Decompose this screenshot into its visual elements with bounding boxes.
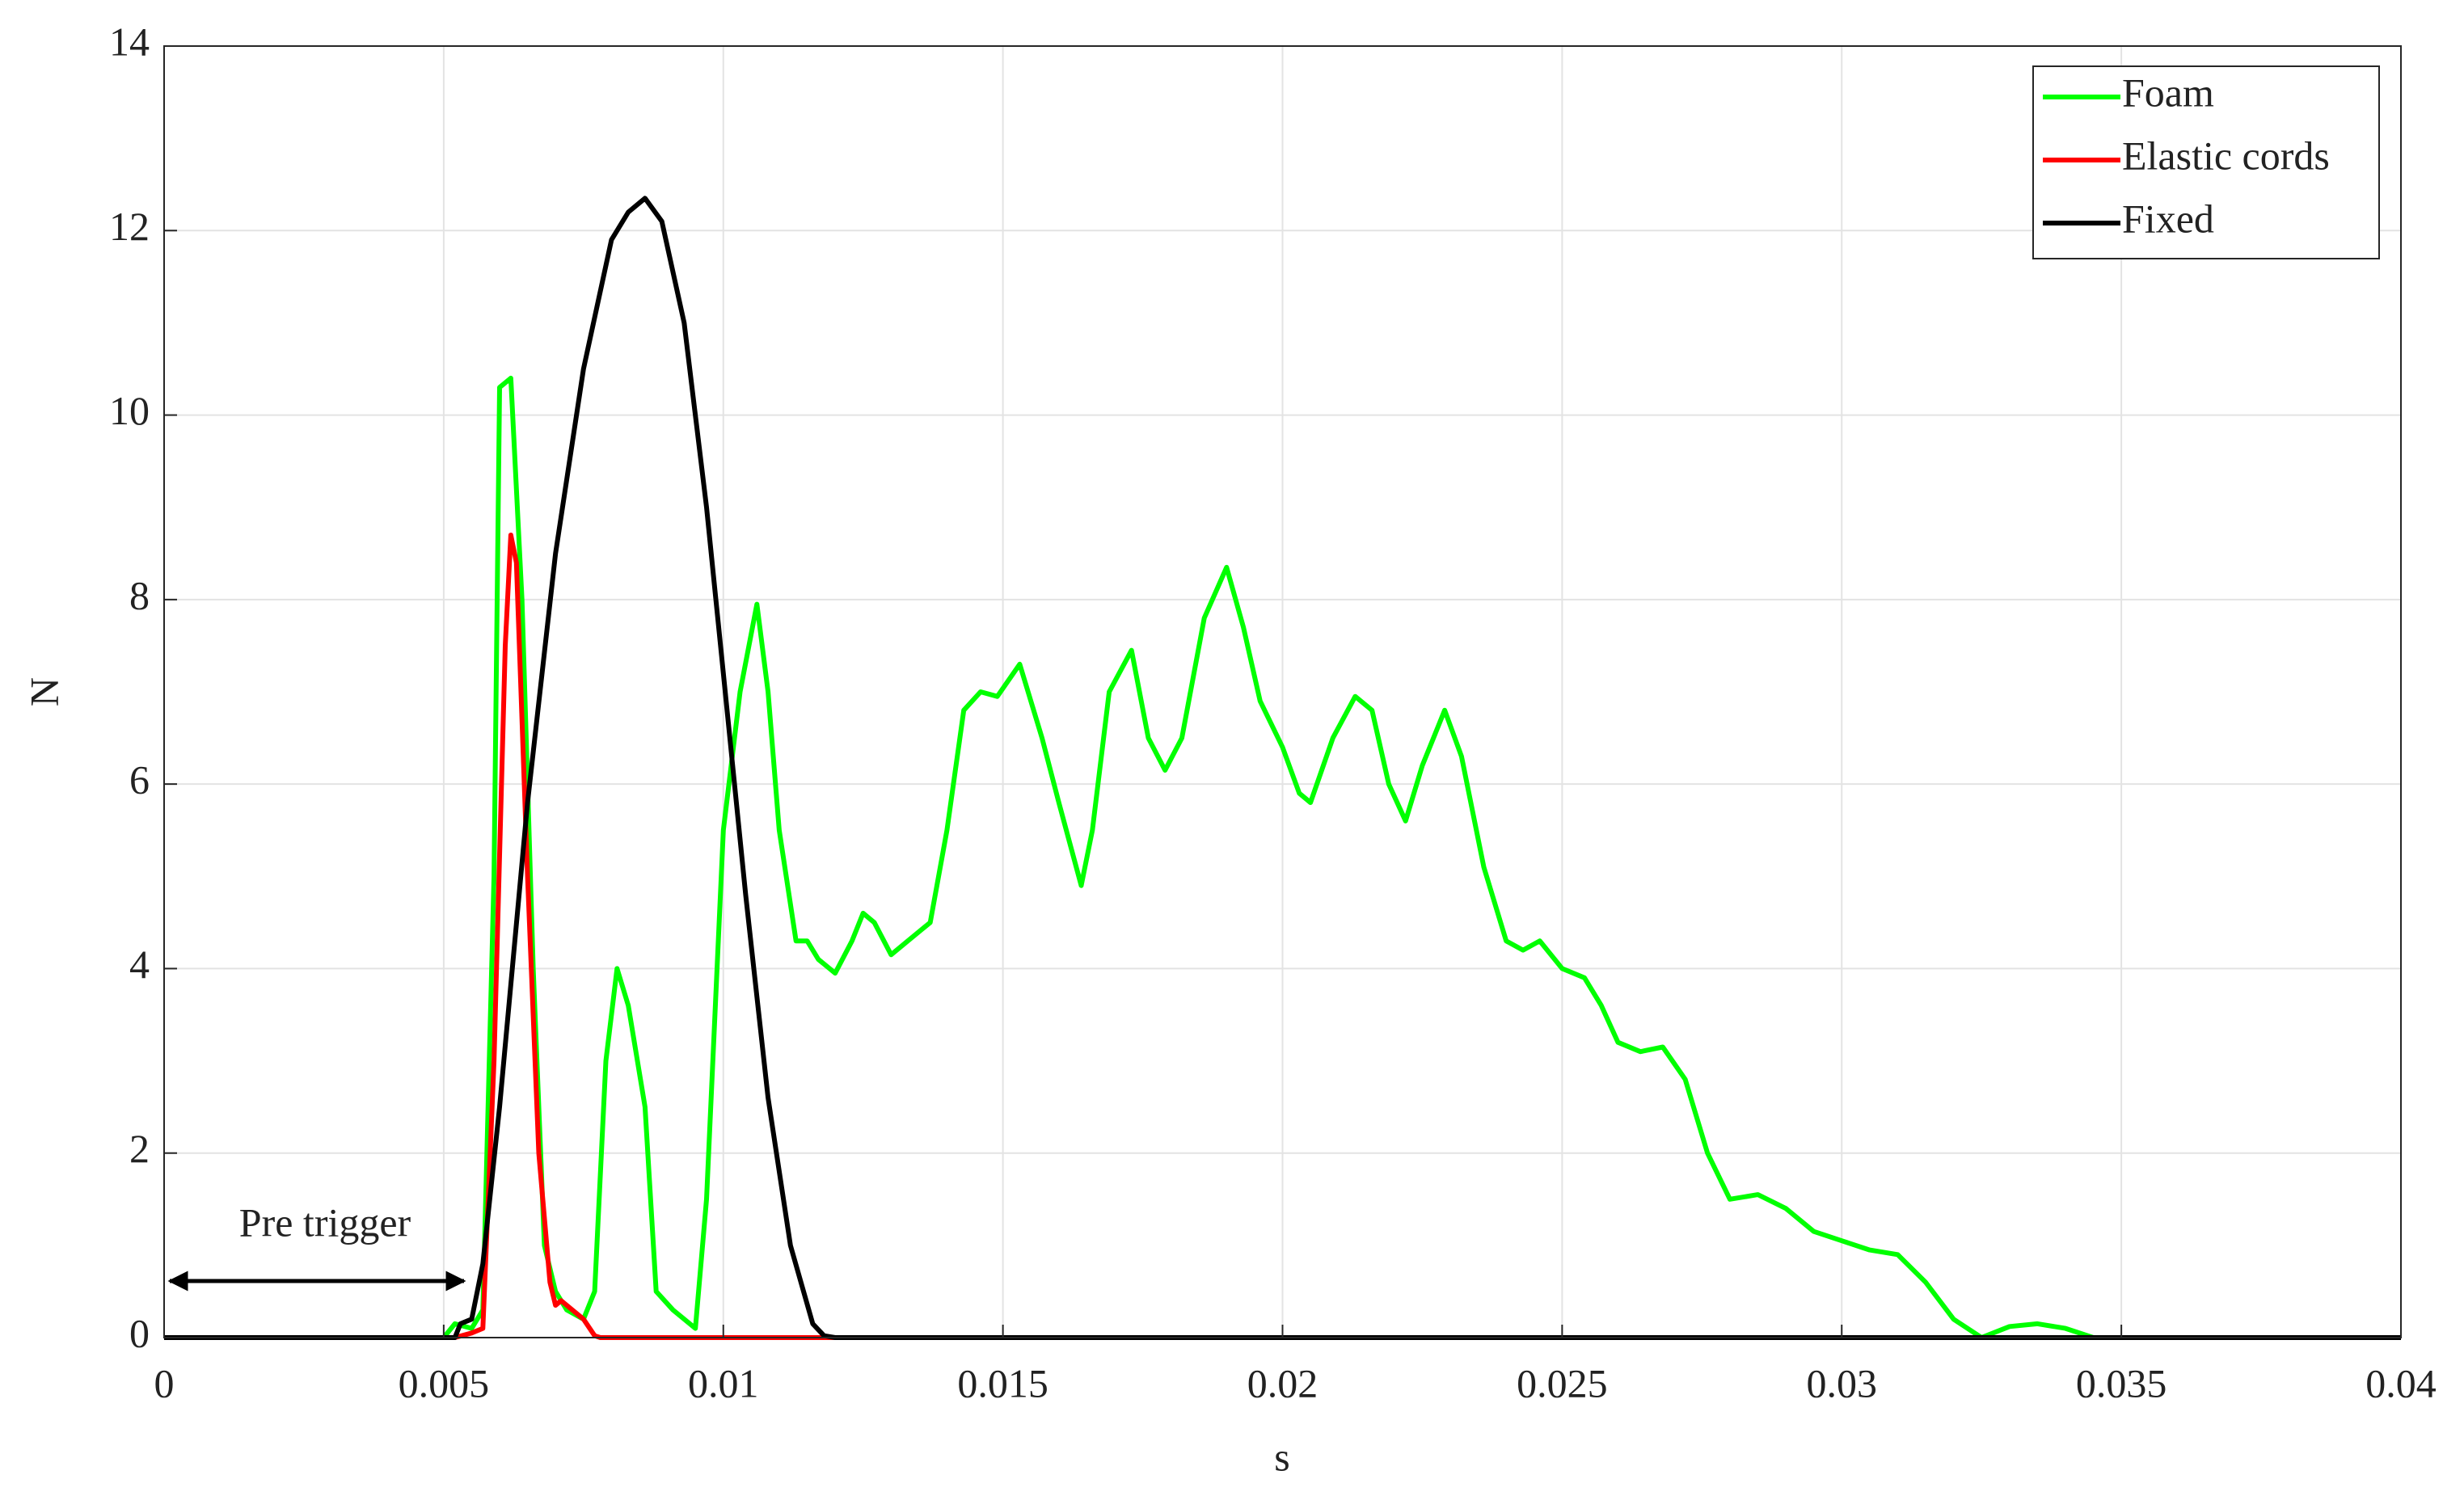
y-tick-label: 10 [109,388,150,433]
x-tick-label: 0.04 [2365,1360,2437,1405]
plot-frame [163,45,2402,1338]
legend-label: Elastic cords [2122,133,2330,178]
x-tick-label: 0.02 [1247,1360,1318,1405]
legend-label: Foam [2122,70,2214,115]
x-tick-label: 0.005 [399,1360,490,1405]
x-tick-label: 0.015 [957,1360,1048,1405]
x-tick-label: 0.025 [1517,1360,1608,1405]
lines [164,196,2401,1340]
y-tick-label: 4 [129,942,150,987]
x-axis-label: s [1274,1434,1289,1479]
y-tick-label: 8 [129,572,150,617]
y-axis-label: N [21,677,66,706]
y-tick-label: 12 [109,204,150,249]
x-tick-label: 0 [154,1360,175,1405]
y-tick-label: 6 [129,757,150,803]
y-tick-label: 14 [109,19,150,64]
x-tick-label: 0.01 [688,1360,759,1405]
legend: Foam Elastic cords Fixed [2032,65,2380,259]
y-tick-label: 0 [129,1310,150,1355]
x-tick-label: 0.035 [2076,1360,2167,1405]
series-line [164,533,2401,1340]
series-line [164,196,2401,1340]
series-line [164,375,2401,1340]
axes: 0 0.005 0.01 0.015 0.02 0.025 0.03 0.035 0.04 0 2 4… [109,19,2437,1405]
x-tick-label: 0.03 [1807,1360,1878,1405]
annotation: Pre trigger [239,1199,411,1245]
y-tick-label: 2 [129,1126,150,1171]
legend-label: Fixed [2122,196,2214,241]
